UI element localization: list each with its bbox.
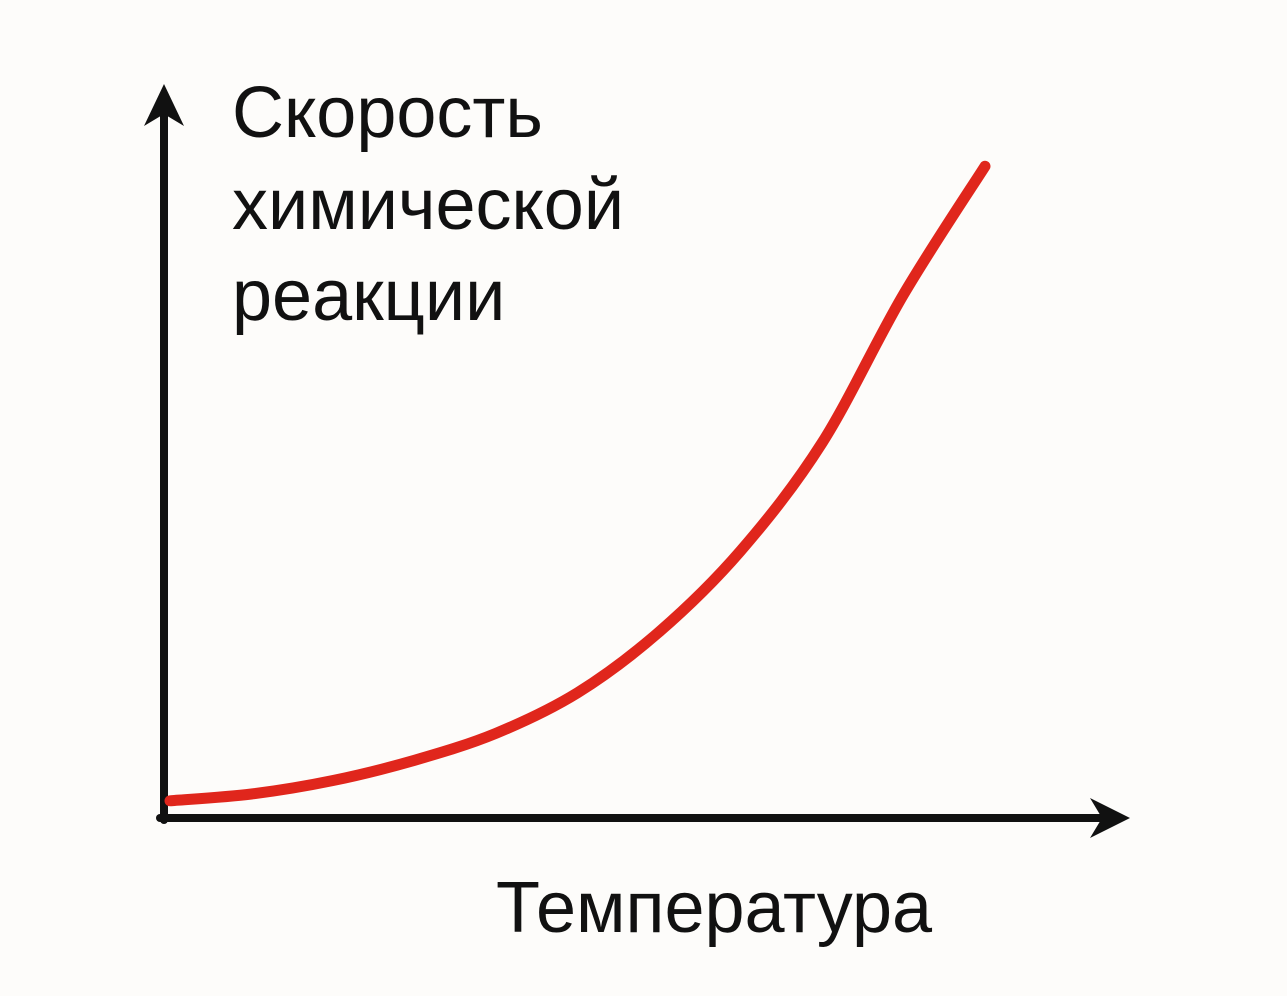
x-axis-arrow-icon xyxy=(1090,798,1130,838)
y-axis-label-line-3: реакции xyxy=(232,256,505,336)
data-point-9 xyxy=(898,289,909,300)
data-point-2 xyxy=(328,775,339,786)
data-point-0 xyxy=(165,795,176,806)
data-point-1 xyxy=(246,789,257,800)
data-point-10 xyxy=(980,161,991,172)
data-point-6 xyxy=(654,627,665,638)
x-axis-label: Температура xyxy=(496,868,933,948)
data-point-8 xyxy=(817,438,828,449)
data-point-4 xyxy=(491,728,502,739)
data-point-5 xyxy=(572,687,583,698)
y-axis-label-line-2: химической xyxy=(232,165,624,245)
series-line xyxy=(164,160,991,807)
axes xyxy=(144,84,1130,838)
data-point-7 xyxy=(735,546,746,557)
data-point-3 xyxy=(409,755,420,766)
y-axis-label: Скорость химической реакции xyxy=(232,73,644,336)
y-axis-label-line-1: Скорость xyxy=(232,73,543,153)
y-axis-arrow-icon xyxy=(144,84,184,126)
